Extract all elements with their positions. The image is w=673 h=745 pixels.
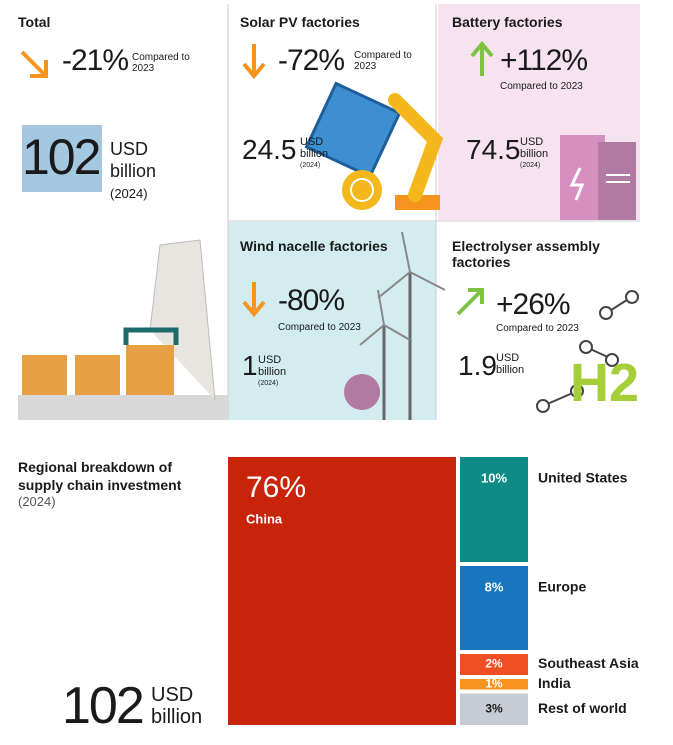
panel-year: (2024) bbox=[258, 380, 279, 387]
category-label: United States bbox=[538, 470, 628, 486]
value-label: 8% bbox=[485, 579, 504, 594]
total-highlight bbox=[22, 125, 102, 192]
treemap-cell bbox=[460, 457, 528, 562]
panel-change: -72% bbox=[278, 44, 345, 77]
category-label: Southeast Asia bbox=[538, 655, 639, 671]
factory-illustration bbox=[18, 239, 228, 420]
panel-change: -80% bbox=[278, 284, 345, 317]
panel-unit: USD billion bbox=[258, 354, 287, 378]
chart-title: Regional breakdown of supply chain inves… bbox=[18, 459, 182, 493]
chart-total-unit: USD billion bbox=[151, 684, 203, 728]
total-value: 102 bbox=[22, 129, 101, 185]
panel-unit: USD billion bbox=[496, 352, 525, 376]
panel-value: 74.5 bbox=[466, 134, 521, 165]
panel-title: Wind nacelle factories bbox=[240, 238, 388, 254]
value-label: 3% bbox=[485, 701, 503, 715]
panel-compared: Compared to 2023 bbox=[278, 322, 361, 333]
arrow-up bbox=[456, 288, 484, 316]
battery-illustration bbox=[560, 135, 636, 220]
total-change: -21% bbox=[62, 44, 129, 77]
total-compared: Compared to 2023 bbox=[132, 52, 190, 74]
chart-total-value: 102 bbox=[62, 677, 145, 735]
category-label: Rest of world bbox=[538, 700, 627, 716]
arrow-up bbox=[470, 40, 494, 76]
category-label: China bbox=[246, 511, 283, 526]
total-year: (2024) bbox=[110, 186, 148, 201]
panel-year: (2024) bbox=[300, 162, 321, 169]
chart-subtitle: (2024) bbox=[18, 494, 56, 509]
panel-title: Battery factories bbox=[452, 14, 563, 30]
total-unit: USD billion bbox=[110, 139, 157, 181]
panel-unit: USD billion bbox=[520, 136, 549, 160]
category-label: Europe bbox=[538, 579, 586, 595]
panel-value: 24.5 bbox=[242, 134, 297, 165]
treemap-cell bbox=[228, 457, 456, 725]
h2-icon: H2 bbox=[570, 353, 640, 413]
panel-value: 1.9 bbox=[458, 350, 497, 381]
treemap-cell bbox=[460, 693, 528, 725]
value-label: 76% bbox=[246, 471, 306, 504]
panel-title: Solar PV factories bbox=[240, 14, 360, 30]
arrow-down bbox=[242, 282, 266, 318]
arrow-down bbox=[242, 44, 266, 80]
arrow-down bbox=[20, 50, 48, 78]
electrolyser-illustration bbox=[536, 290, 639, 413]
top-illustrations bbox=[18, 4, 640, 420]
panel-change: +112% bbox=[500, 44, 588, 77]
wind-illustration bbox=[344, 231, 446, 420]
wind-bg bbox=[228, 222, 436, 420]
solar-illustration bbox=[304, 81, 444, 210]
category-label: India bbox=[538, 675, 571, 691]
panel-title: Electrolyser assembly factories bbox=[452, 238, 600, 270]
treemap-cell bbox=[460, 679, 528, 690]
total-title: Total bbox=[18, 14, 51, 30]
treemap-cell bbox=[460, 654, 528, 675]
panel-unit: USD billion bbox=[300, 136, 329, 160]
panel-year: (2024) bbox=[520, 162, 541, 169]
panel-compared: Compared to 2023 bbox=[500, 81, 583, 92]
treemap: 76% China 10% United States 8% Europe 2% Southe… bbox=[228, 457, 639, 725]
value-label: 2% bbox=[485, 657, 503, 671]
panel-compared: Compared to 2023 bbox=[354, 50, 412, 72]
panel-compared: Compared to 2023 bbox=[496, 323, 579, 334]
panel-change: +26% bbox=[496, 288, 571, 321]
treemap-cell bbox=[460, 566, 528, 650]
panel-value: 1 bbox=[242, 350, 258, 381]
value-label: 1% bbox=[485, 676, 503, 690]
value-label: 10% bbox=[481, 470, 507, 485]
